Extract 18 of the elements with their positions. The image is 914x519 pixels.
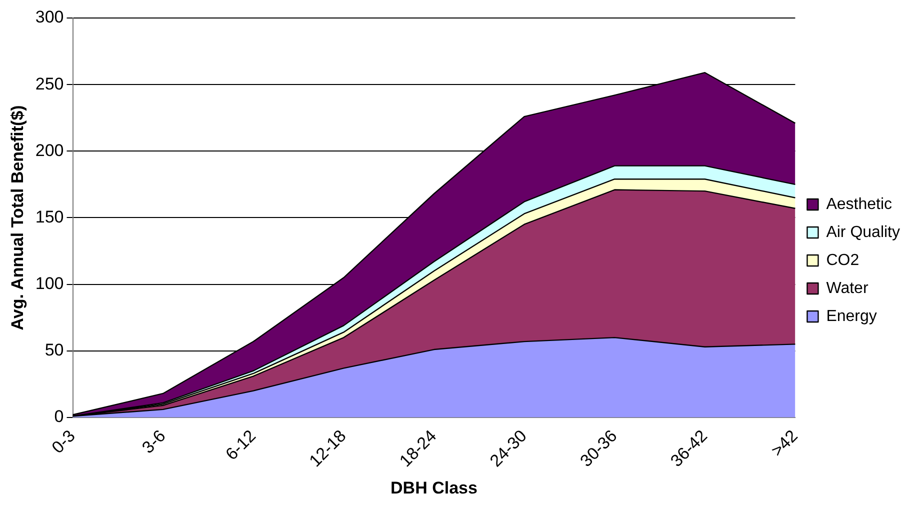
x-tick-label: 3-6 [138,426,170,458]
x-tick-label: 0-3 [48,426,79,458]
legend-label: CO2 [826,252,860,269]
x-axis-title: DBH Class [390,478,478,498]
y-tick-label: 200 [35,140,64,160]
y-tick-label: 50 [44,340,64,360]
y-tick-label: 250 [35,74,64,94]
y-tick-label: 0 [54,407,64,426]
x-tick-label: 6-12 [222,426,260,464]
legend-label: Water [826,280,869,297]
y-tick-label: 100 [35,274,64,293]
y-tick-label: 150 [35,207,64,226]
legend-label: Aesthetic [826,196,892,213]
x-tick-label: >42 [768,426,802,460]
legend-label: Air Quality [826,224,900,241]
y-tick-label: 300 [35,8,64,27]
y-axis-title: Avg. Annual Total Benefit($) [8,105,27,330]
legend-label: Energy [826,308,877,325]
